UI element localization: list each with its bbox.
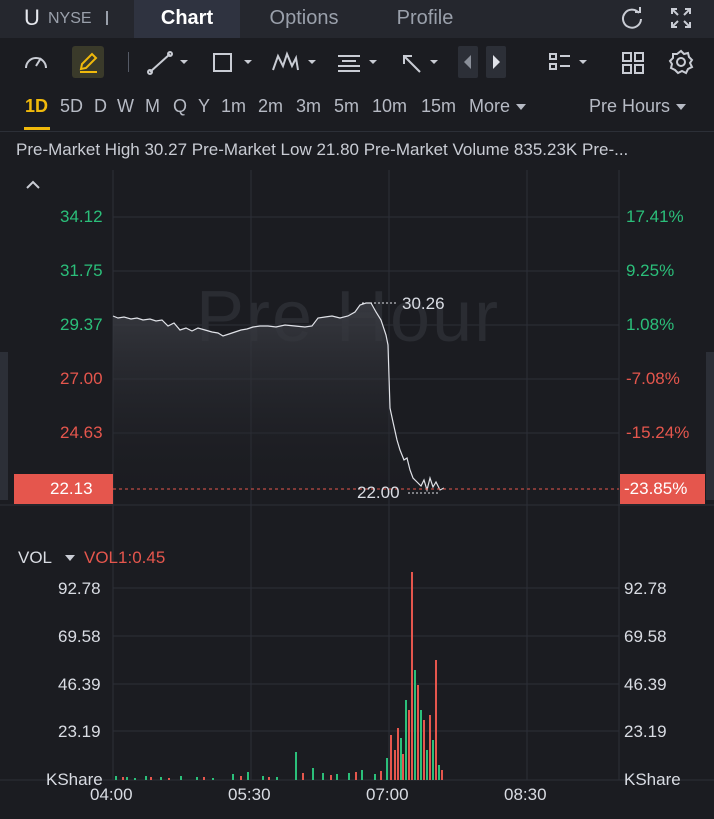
volume-axis-label: 69.58 <box>58 627 101 646</box>
trendline-icon[interactable] <box>146 46 192 78</box>
volume-axis-label: 46.39 <box>624 675 667 694</box>
chevron-down-icon <box>676 104 687 110</box>
more-dropdown[interactable]: More <box>469 96 527 117</box>
arrow-tool-icon[interactable] <box>398 46 444 78</box>
left-edge-handle[interactable] <box>0 352 8 500</box>
percent-axis-label: 17.41% <box>626 207 684 226</box>
tab-profile[interactable]: Profile <box>396 7 454 29</box>
more-label: More <box>469 96 511 116</box>
period-y[interactable]: Y <box>198 96 211 116</box>
gauge-icon[interactable] <box>20 46 52 78</box>
period-1d[interactable]: 1D <box>25 96 49 116</box>
period-3m[interactable]: 3m <box>296 96 322 116</box>
chevron-down-icon <box>516 104 527 110</box>
active-period-underline <box>24 127 50 130</box>
period-d[interactable]: D <box>94 96 107 116</box>
period-5d[interactable]: 5D <box>60 96 84 116</box>
time-axis-label: 04:00 <box>90 785 133 804</box>
period-1m[interactable]: 1m <box>221 96 247 116</box>
top-bar: U NYSE Chart Options Profile <box>0 0 714 38</box>
layout-list-icon[interactable] <box>546 46 594 78</box>
period-2m[interactable]: 2m <box>258 96 284 116</box>
collapse-icon[interactable] <box>24 178 42 192</box>
time-axis-label: 08:30 <box>504 785 547 804</box>
prev-icon[interactable] <box>458 46 478 78</box>
pre-market-info: Pre-Market High 30.27 Pre-Market Low 21.… <box>16 140 629 159</box>
time-axis-label: 05:30 <box>228 785 271 804</box>
volume-axis-label: 92.78 <box>624 579 667 598</box>
volume-title: VOL <box>18 548 53 567</box>
right-edge-handle[interactable] <box>706 352 714 500</box>
session-dropdown[interactable]: Pre Hours <box>589 96 687 117</box>
price-line <box>112 302 619 505</box>
current-change-badge: -23.85% <box>620 474 705 504</box>
expand-icon[interactable] <box>667 4 695 32</box>
low-marker-label: 22.00 <box>357 483 400 502</box>
tab-chart[interactable]: Chart <box>134 0 240 38</box>
exchange-label: NYSE <box>48 10 92 27</box>
pattern-icon[interactable] <box>270 46 320 78</box>
volume-axis-label: 46.39 <box>58 675 101 694</box>
pen-icon[interactable] <box>72 46 104 78</box>
drawing-toolbar <box>0 40 714 84</box>
price-axis-label: 27.00 <box>60 369 103 388</box>
volume-axis-label: 92.78 <box>58 579 101 598</box>
percent-axis-label: -15.24% <box>626 423 690 442</box>
price-axis-label: 29.37 <box>60 315 103 334</box>
time-axis-label: 07:00 <box>366 785 409 804</box>
period-10m[interactable]: 10m <box>372 96 408 116</box>
grid-icon[interactable] <box>618 46 648 78</box>
price-axis-label: 31.75 <box>60 261 103 280</box>
volume-axis-label: 23.19 <box>624 722 667 741</box>
price-axis-label: 24.63 <box>60 423 103 442</box>
volume-indicator: VOL1:0.45 <box>84 548 166 567</box>
next-icon[interactable] <box>486 46 506 78</box>
percent-axis-label: -7.08% <box>626 369 680 388</box>
high-marker-label: 30.26 <box>402 294 445 313</box>
period-w[interactable]: W <box>117 96 134 116</box>
period-m[interactable]: M <box>145 96 160 116</box>
divider <box>128 52 129 72</box>
tab-options[interactable]: Options <box>269 7 339 29</box>
volume-bars <box>115 572 443 780</box>
current-price-badge: 22.13 <box>14 474 113 504</box>
divider <box>106 11 108 25</box>
period-15m[interactable]: 15m <box>421 96 457 116</box>
divider <box>0 131 714 132</box>
period-5m[interactable]: 5m <box>334 96 360 116</box>
volume-axis-label: 69.58 <box>624 627 667 646</box>
price-axis-label: 34.12 <box>60 207 103 226</box>
period-selector: 1D 5D D W M Q Y 1m 2m 3m 5m 10m 15m More… <box>0 88 714 126</box>
session-label: Pre Hours <box>589 96 671 116</box>
percent-axis-label: 1.08% <box>626 315 675 334</box>
ticker-symbol: U <box>24 5 40 30</box>
settings-icon[interactable] <box>666 46 696 78</box>
volume-unit-label: KShare <box>624 770 681 789</box>
refresh-icon[interactable] <box>618 4 646 32</box>
text-tool-icon[interactable] <box>334 46 382 78</box>
volume-axis-label: 23.19 <box>58 722 101 741</box>
volume-unit-label: KShare <box>46 770 103 789</box>
percent-axis-label: 9.25% <box>626 261 675 280</box>
period-q[interactable]: Q <box>173 96 188 116</box>
chevron-down-icon[interactable] <box>64 553 76 563</box>
rectangle-icon[interactable] <box>210 46 256 78</box>
